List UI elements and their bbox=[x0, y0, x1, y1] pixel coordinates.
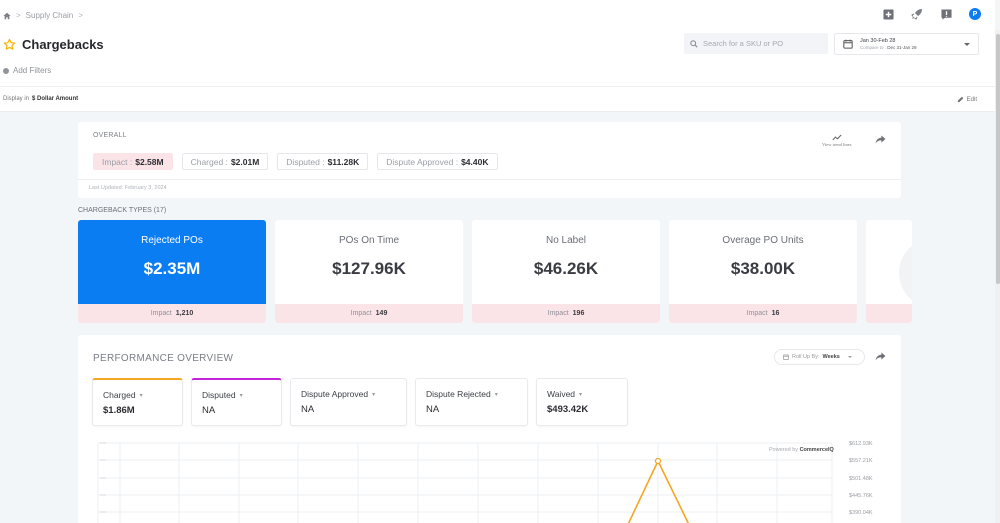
rollup-label: Roll Up By: bbox=[792, 354, 820, 360]
type-value: $2.35M bbox=[143, 259, 201, 278]
metric-disputed[interactable]: Disputed ▾ NA bbox=[191, 378, 282, 426]
data-point bbox=[654, 457, 662, 465]
chargeback-types-title: CHARGEBACK TYPES (17) bbox=[78, 207, 167, 214]
scrollbar-thumb[interactable] bbox=[995, 34, 1000, 284]
add-filters-label: Add Filters bbox=[13, 66, 52, 75]
type-value: $38.00K bbox=[730, 259, 796, 278]
chargeback-type-card-loading[interactable] bbox=[866, 220, 912, 323]
chevron-down-icon: ▾ bbox=[139, 392, 143, 399]
performance-chart[interactable]: $612.93K $557.21K $501.48K $445.76K $390… bbox=[78, 435, 901, 523]
star-icon[interactable] bbox=[3, 38, 16, 51]
rocket-icon[interactable] bbox=[911, 8, 923, 20]
share-icon[interactable] bbox=[875, 135, 886, 144]
loading-placeholder bbox=[899, 238, 912, 308]
breadcrumb: > Supply Chain > bbox=[3, 11, 83, 20]
gear-icon bbox=[3, 67, 9, 74]
disputed-pill[interactable]: Disputed : $11.28K bbox=[277, 153, 369, 170]
overall-title: OVERALL bbox=[93, 132, 127, 139]
home-icon[interactable] bbox=[3, 12, 11, 20]
rollup-value: Weeks bbox=[822, 354, 840, 360]
avatar[interactable]: P bbox=[969, 8, 981, 20]
edit-button[interactable]: Edit bbox=[957, 96, 977, 103]
card-highlight bbox=[78, 220, 266, 304]
impact-pill[interactable]: Impact : $2.58M bbox=[93, 153, 173, 170]
title-row: Chargebacks bbox=[3, 37, 104, 52]
pencil-icon bbox=[957, 96, 963, 103]
trend-label: View trend lines bbox=[822, 142, 852, 147]
type-impact bbox=[866, 304, 912, 323]
performance-title: PERFORMANCE OVERVIEW bbox=[93, 353, 234, 364]
metric-selectors: Charged ▾ $1.86M Disputed ▾ NA Dispute App… bbox=[92, 378, 628, 426]
display-label: Display in bbox=[3, 96, 30, 102]
search-box[interactable] bbox=[684, 33, 828, 54]
performance-overview-card: PERFORMANCE OVERVIEW Roll Up By: Weeks C… bbox=[78, 335, 901, 523]
calendar-icon bbox=[783, 354, 789, 360]
overall-pills: Impact : $2.58M Charged : $2.01M Disputed … bbox=[93, 153, 498, 170]
chevron-down-icon: ▾ bbox=[494, 391, 498, 398]
chevron-down-icon: ▾ bbox=[239, 392, 243, 399]
display-unit-selector[interactable]: $ Dollar Amount bbox=[32, 96, 79, 102]
type-name: Overage PO Units bbox=[722, 235, 804, 246]
page-scrollbar[interactable] bbox=[995, 30, 1000, 523]
divider bbox=[78, 179, 901, 180]
chevron-down-icon bbox=[964, 42, 970, 46]
search-icon bbox=[690, 39, 698, 48]
powered-by: Powered by CommerceIQ bbox=[769, 447, 834, 453]
roll-up-dropdown[interactable]: Roll Up By: Weeks bbox=[774, 349, 865, 365]
charged-pill[interactable]: Charged : $2.01M bbox=[181, 153, 269, 170]
metric-dispute-approved[interactable]: Dispute Approved ▾ NA bbox=[290, 378, 407, 426]
metric-waived[interactable]: Waived ▾ $493.42K bbox=[536, 378, 628, 426]
svg-text:$501.48K: $501.48K bbox=[849, 476, 873, 482]
date-range-value: Jan 30-Feb 28 bbox=[860, 38, 896, 45]
chargeback-type-card[interactable]: No Label $46.26K Impact 196 bbox=[472, 220, 660, 323]
type-name: No Label bbox=[545, 235, 587, 246]
y-axis-labels: $612.93K $557.21K $501.48K $445.76K $390… bbox=[849, 441, 873, 516]
view-trend-lines-button[interactable]: View trend lines bbox=[822, 134, 851, 147]
type-name: POs On Time bbox=[338, 235, 399, 246]
share-icon[interactable] bbox=[875, 352, 886, 361]
archive-icon[interactable] bbox=[882, 8, 894, 20]
trend-line-icon bbox=[832, 134, 842, 141]
date-range-picker[interactable]: Jan 30-Feb 28 Compare to : Dec 31-Jan 29 bbox=[834, 33, 979, 55]
type-impact: Impact 196 bbox=[472, 304, 660, 323]
calendar-icon bbox=[843, 39, 853, 49]
svg-text:$557.21K: $557.21K bbox=[849, 458, 873, 464]
breadcrumb-supply-chain[interactable]: Supply Chain bbox=[25, 11, 74, 20]
type-impact: Impact 16 bbox=[669, 304, 857, 323]
display-bar: Display in $ Dollar Amount Edit bbox=[0, 86, 995, 112]
search-input[interactable] bbox=[703, 39, 821, 48]
metric-dispute-rejected[interactable]: Dispute Rejected ▾ NA bbox=[415, 378, 528, 426]
svg-text:$612.93K: $612.93K bbox=[849, 441, 873, 447]
top-icons: P bbox=[882, 8, 981, 20]
chargeback-type-card[interactable]: POs On Time $127.96K Impact 149 bbox=[275, 220, 463, 323]
dispute-approved-pill[interactable]: Dispute Approved : $4.40K bbox=[377, 153, 498, 170]
type-name: Rejected POs bbox=[141, 235, 203, 246]
chevron-down-icon bbox=[847, 356, 852, 358]
type-impact: Impact 149 bbox=[275, 304, 463, 323]
compare-range: Compare to : Dec 31-Jan 29 bbox=[860, 44, 917, 50]
svg-text:$445.76K: $445.76K bbox=[849, 493, 873, 499]
feedback-icon[interactable] bbox=[940, 8, 952, 20]
add-filters-button[interactable]: Add Filters bbox=[3, 66, 51, 75]
svg-text:$390.04K: $390.04K bbox=[849, 510, 873, 516]
last-updated: Last Updated: February 3, 2024 bbox=[89, 185, 167, 191]
header: > Supply Chain > Chargebacks Add Filters… bbox=[0, 0, 995, 86]
chargeback-type-card[interactable]: Overage PO Units $38.00K Impact 16 bbox=[669, 220, 857, 323]
chevron-right-icon: > bbox=[78, 11, 83, 20]
edit-label: Edit bbox=[966, 96, 977, 103]
type-value: $46.26K bbox=[533, 259, 599, 278]
chargeback-type-card[interactable]: Rejected POs $2.35M Impact 1,210 bbox=[78, 220, 266, 323]
chevron-down-icon: ▾ bbox=[372, 391, 376, 398]
chevron-down-icon: ▾ bbox=[579, 391, 583, 398]
overall-card: OVERALL Impact : $2.58M Charged : $2.01M D… bbox=[78, 122, 901, 198]
gridlines bbox=[97, 442, 833, 523]
chevron-right-icon: > bbox=[16, 11, 21, 20]
type-value: $127.96K bbox=[332, 259, 406, 278]
type-impact: Impact 1,210 bbox=[78, 304, 266, 323]
page-title: Chargebacks bbox=[22, 37, 104, 52]
metric-charged[interactable]: Charged ▾ $1.86M bbox=[92, 378, 183, 426]
